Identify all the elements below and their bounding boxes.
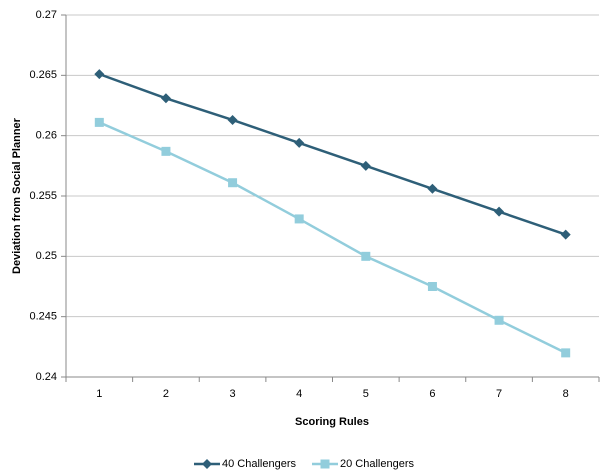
y-tick-label: 0.24	[36, 371, 57, 383]
x-tick-label: 7	[496, 388, 502, 400]
y-tick-label: 0.25	[36, 250, 57, 262]
data-point	[494, 206, 505, 217]
data-point	[360, 160, 371, 171]
data-point	[94, 69, 105, 80]
data-point	[560, 229, 571, 240]
data-point	[94, 117, 104, 127]
series-line	[98, 72, 567, 236]
x-tick-label: 5	[363, 388, 369, 400]
data-point	[227, 114, 238, 125]
data-point	[561, 348, 571, 358]
x-tick-label: 2	[163, 388, 169, 400]
x-axis-title: Scoring Rules	[295, 416, 369, 428]
x-tick-label: 3	[230, 388, 236, 400]
data-point	[294, 214, 304, 224]
y-tick-label: 0.27	[36, 9, 57, 21]
data-point	[294, 137, 305, 148]
legend-label: 20 Challengers	[340, 458, 414, 470]
legend-label: 40 Challengers	[222, 458, 296, 470]
y-axis-title: Deviation from Social Planner	[11, 117, 23, 274]
data-point	[228, 178, 238, 188]
data-point	[161, 146, 171, 156]
x-tick-label: 1	[96, 388, 102, 400]
data-point	[361, 251, 371, 261]
data-point	[427, 282, 437, 291]
legend-marker	[202, 459, 212, 469]
x-tick-label: 4	[296, 388, 302, 400]
y-tick-label: 0.245	[29, 311, 57, 323]
data-point	[427, 183, 438, 194]
x-tick-label: 6	[429, 388, 435, 400]
data-point	[494, 315, 504, 325]
legend-marker	[320, 459, 330, 469]
x-tick-label: 8	[563, 388, 569, 400]
data-point	[160, 93, 171, 104]
y-tick-label: 0.265	[29, 69, 57, 81]
y-tick-label: 0.255	[29, 190, 57, 202]
series-line	[98, 121, 567, 354]
y-tick-label: 0.26	[36, 130, 57, 142]
